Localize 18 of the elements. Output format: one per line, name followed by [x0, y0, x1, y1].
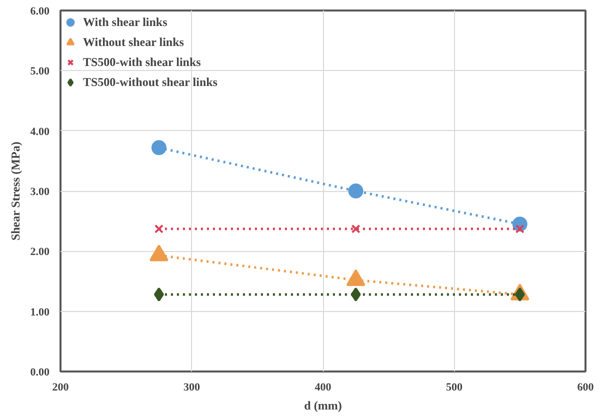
y-tick-label: 1.00 [30, 306, 50, 318]
y-tick-label: 4.00 [30, 126, 50, 138]
x-tick-label: 600 [577, 382, 594, 394]
y-tick-label: 5.00 [30, 66, 50, 78]
x-tick-label: 200 [52, 382, 70, 394]
y-tick-label: 3.00 [30, 186, 50, 198]
x-tick-label: 400 [314, 382, 332, 394]
y-axis-title: Shear Stress (MPa) [8, 142, 22, 241]
y-tick-label: 6.00 [30, 6, 50, 18]
x-tick-label: 500 [446, 382, 463, 394]
legend-label: Without shear links [83, 34, 184, 50]
legend-label: TS500-without shear links [83, 74, 218, 90]
legend-label: With shear links [83, 14, 168, 30]
x-axis-title: d (mm) [304, 398, 342, 412]
x-tick-label: 300 [184, 382, 200, 394]
y-tick-label: 0.00 [30, 366, 50, 378]
legend-label: TS500-with shear links [83, 54, 201, 70]
y-tick-label: 2.00 [30, 246, 50, 258]
